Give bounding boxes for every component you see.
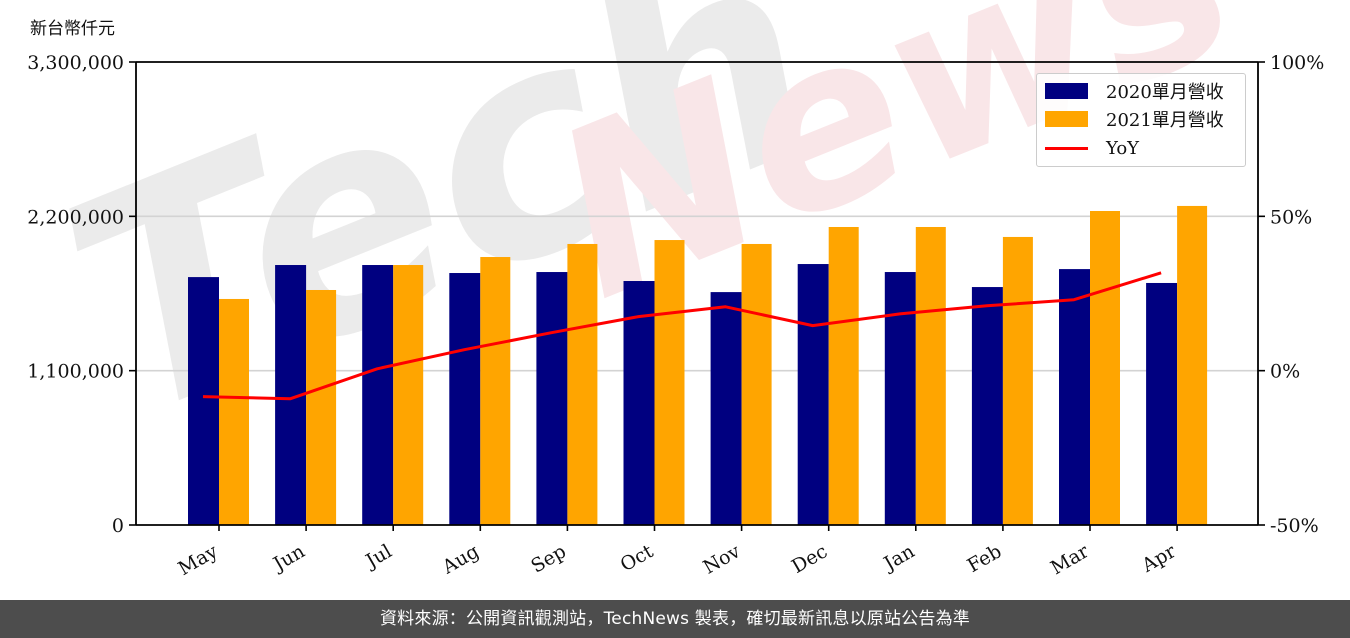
legend-label: YoY (1106, 137, 1140, 159)
right-tick-label: 50% (1270, 206, 1312, 228)
bar-2021-nov (741, 243, 772, 526)
bar-2020-mar (1059, 269, 1090, 525)
bar-2020-may (188, 277, 219, 525)
bar-2021-mar (1090, 211, 1120, 525)
source-footer: 資料來源：公開資訊觀測站，TechNews 製表，確切最新訊息以原站公告為準 (0, 600, 1350, 638)
right-tick-label: 0% (1270, 361, 1300, 383)
y-axis-unit-label: 新台幣仟元 (30, 19, 115, 39)
left-axis-ticks: 0 1,100,000 2,200,000 3,300,000 (27, 52, 136, 537)
x-tick-label-feb: Feb (964, 540, 1006, 577)
legend-item-yoy: YoY (1045, 135, 1139, 161)
left-tick-label: 2,200,000 (27, 206, 124, 228)
legend-item-2021: 2021單月營收 (1045, 106, 1224, 132)
yoy-line-series (202, 271, 1162, 401)
x-tick-label-aug: Aug (438, 540, 483, 579)
bar-2020-oct (623, 281, 655, 525)
right-axis-ticks: -50% 0% 50% 100% (1258, 52, 1324, 537)
legend-label: 2021單月營收 (1106, 110, 1224, 131)
x-tick-label-dec: Dec (788, 540, 831, 578)
legend-label: 2020單月營收 (1106, 82, 1224, 103)
chart-legend: 2020單月營收 2021單月營收 YoY (1036, 73, 1246, 167)
legend-swatch-orange (1045, 111, 1088, 127)
bar-2021-jul (393, 265, 424, 525)
x-tick-label-sep: Sep (527, 540, 570, 577)
bar-2021-may (219, 298, 249, 525)
bar-2020-sep (536, 272, 568, 525)
bar-series (188, 205, 1208, 526)
bar-2021-feb (1002, 236, 1033, 525)
yoy-polyline (202, 271, 1162, 401)
x-tick-label-oct: Oct (617, 540, 658, 576)
left-tick-label: 0 (112, 515, 124, 537)
bar-2020-jan (884, 272, 916, 525)
bar-2021-jan (915, 226, 946, 525)
bar-2021-sep (567, 243, 598, 526)
bar-2021-dec (828, 226, 859, 525)
x-tick-label-jan: Jan (879, 540, 919, 576)
bar-2021-aug (480, 257, 511, 525)
legend-item-2020: 2020單月營收 (1045, 78, 1224, 104)
bar-2020-dec (797, 264, 829, 525)
bar-2021-oct (654, 240, 685, 525)
x-tick-label-apr: Apr (1137, 540, 1180, 577)
left-tick-label: 3,300,000 (27, 52, 124, 74)
x-tick-label-nov: Nov (699, 540, 744, 579)
x-tick-label-may: May (175, 540, 222, 580)
legend-line-red (1045, 146, 1088, 150)
bar-2020-apr (1146, 282, 1178, 525)
bar-2020-jul (362, 265, 394, 525)
bar-2020-aug (449, 273, 481, 525)
right-tick-label: 100% (1270, 52, 1324, 74)
right-tick-label: -50% (1270, 515, 1319, 537)
bar-2021-jun (306, 289, 337, 525)
axes (135, 61, 1259, 526)
bar-2020-feb (971, 287, 1003, 525)
bar-2020-nov (710, 292, 742, 525)
x-tick-label-mar: Mar (1047, 540, 1093, 579)
x-tick-label-jun: Jun (268, 540, 309, 576)
legend-swatch-navy (1045, 83, 1088, 99)
left-tick-label: 1,100,000 (27, 361, 124, 383)
x-tick-label-jul: Jul (361, 540, 396, 573)
bar-2021-apr (1177, 205, 1208, 525)
x-axis-ticks: May Jun Jul Aug Sep Oct Nov Dec Jan Feb Mar Apr (175, 525, 1180, 580)
